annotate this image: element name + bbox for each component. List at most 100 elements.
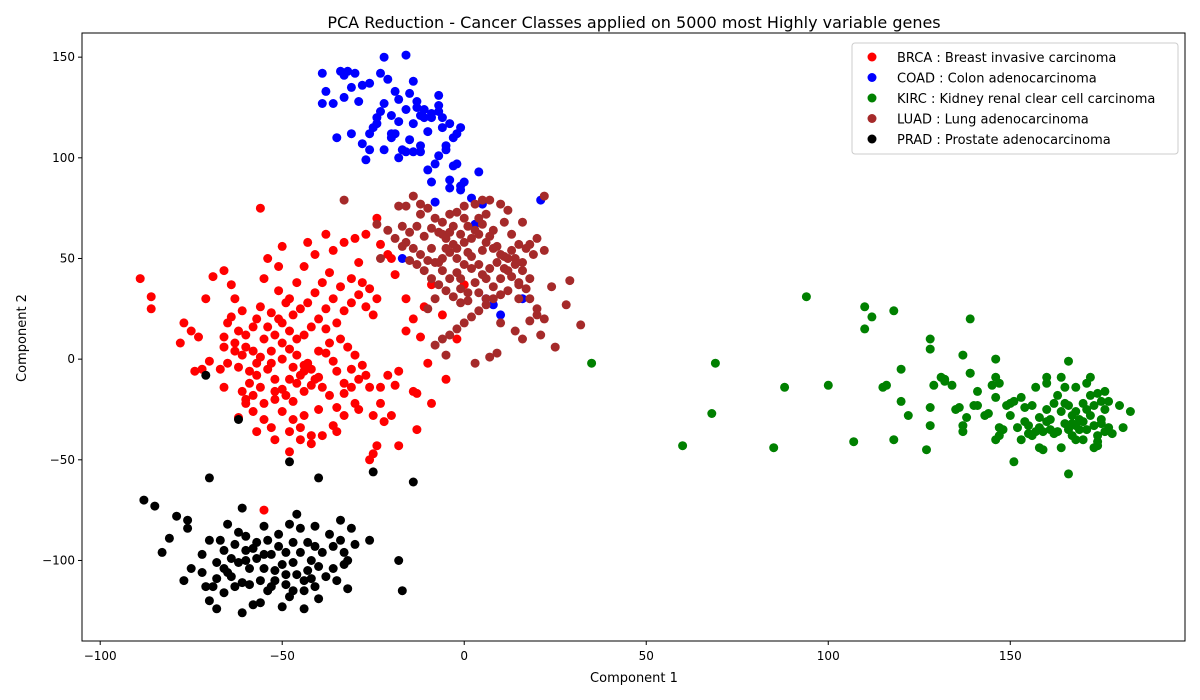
data-point — [1009, 457, 1019, 467]
data-point — [150, 501, 160, 511]
data-point — [350, 233, 360, 243]
data-point — [492, 258, 502, 267]
data-point — [1024, 421, 1033, 431]
data-point — [372, 219, 382, 229]
data-point — [339, 92, 349, 102]
data-point — [328, 356, 338, 366]
data-point — [281, 570, 291, 580]
data-point — [973, 401, 982, 410]
data-point — [477, 195, 487, 205]
data-point — [328, 564, 338, 573]
data-point — [350, 350, 360, 360]
data-point — [208, 582, 218, 592]
data-point — [445, 227, 455, 237]
data-point — [285, 519, 294, 529]
data-point — [419, 113, 429, 123]
data-point — [445, 119, 455, 129]
data-point — [994, 378, 1004, 388]
data-point — [135, 274, 145, 284]
data-point — [496, 318, 506, 328]
data-point — [379, 145, 389, 155]
data-point — [317, 431, 327, 441]
data-point — [922, 445, 931, 455]
data-point — [437, 334, 447, 344]
data-point — [889, 306, 899, 316]
data-point — [587, 358, 597, 368]
data-point — [248, 543, 258, 553]
data-point — [499, 217, 509, 227]
data-point — [1071, 382, 1081, 392]
data-point — [456, 274, 466, 284]
data-point — [445, 183, 455, 193]
data-point — [801, 292, 811, 302]
data-point — [299, 586, 309, 596]
data-point — [521, 243, 531, 253]
data-point — [991, 392, 1001, 402]
data-point — [448, 161, 458, 171]
data-point — [248, 600, 258, 610]
data-point — [958, 350, 968, 360]
data-point — [237, 386, 247, 396]
data-point — [1071, 407, 1081, 416]
data-point — [277, 560, 287, 569]
data-point — [241, 330, 251, 340]
data-point — [434, 90, 444, 100]
data-point — [521, 284, 531, 294]
data-point — [139, 495, 149, 505]
data-point — [234, 558, 243, 567]
data-point — [518, 258, 527, 267]
data-point — [183, 515, 193, 525]
data-point — [292, 278, 302, 288]
data-point — [339, 195, 349, 205]
data-point — [456, 185, 466, 195]
data-point — [394, 366, 404, 376]
data-point — [245, 580, 254, 590]
data-point — [485, 264, 495, 273]
data-point — [346, 364, 356, 374]
data-point — [186, 564, 196, 573]
data-point — [266, 308, 276, 318]
data-point — [295, 547, 305, 557]
data-point — [1089, 421, 1099, 431]
data-point — [339, 411, 349, 420]
data-point — [208, 272, 218, 282]
data-point — [354, 258, 364, 267]
data-point — [194, 332, 203, 342]
data-point — [561, 300, 571, 310]
data-point — [386, 254, 396, 263]
data-point — [288, 362, 298, 372]
data-point — [219, 342, 229, 352]
data-point — [405, 88, 415, 98]
data-point — [954, 403, 964, 412]
data-point — [507, 229, 517, 239]
data-point — [179, 318, 189, 328]
data-point — [1082, 425, 1092, 435]
data-point — [285, 344, 294, 354]
data-point — [1071, 435, 1081, 445]
data-point — [488, 294, 498, 304]
data-point — [419, 266, 429, 276]
data-point — [310, 582, 320, 592]
data-point — [204, 356, 214, 366]
data-point — [299, 330, 309, 340]
data-point — [383, 225, 393, 235]
data-point — [234, 326, 243, 336]
data-point — [394, 441, 404, 451]
data-point — [536, 330, 546, 340]
data-point — [1056, 407, 1066, 416]
data-point — [532, 233, 542, 243]
data-point — [215, 535, 225, 545]
data-point — [245, 564, 254, 573]
data-point — [1042, 405, 1052, 414]
data-point — [263, 322, 273, 332]
data-point — [437, 266, 447, 276]
data-point — [925, 421, 935, 431]
data-point — [314, 314, 324, 324]
data-point — [277, 602, 287, 612]
data-point — [441, 374, 451, 384]
y-axis-ticks: −100 −50 0 50 100 150 — [42, 50, 82, 567]
data-point — [274, 262, 284, 271]
data-point — [1085, 372, 1095, 382]
data-point — [212, 558, 222, 567]
